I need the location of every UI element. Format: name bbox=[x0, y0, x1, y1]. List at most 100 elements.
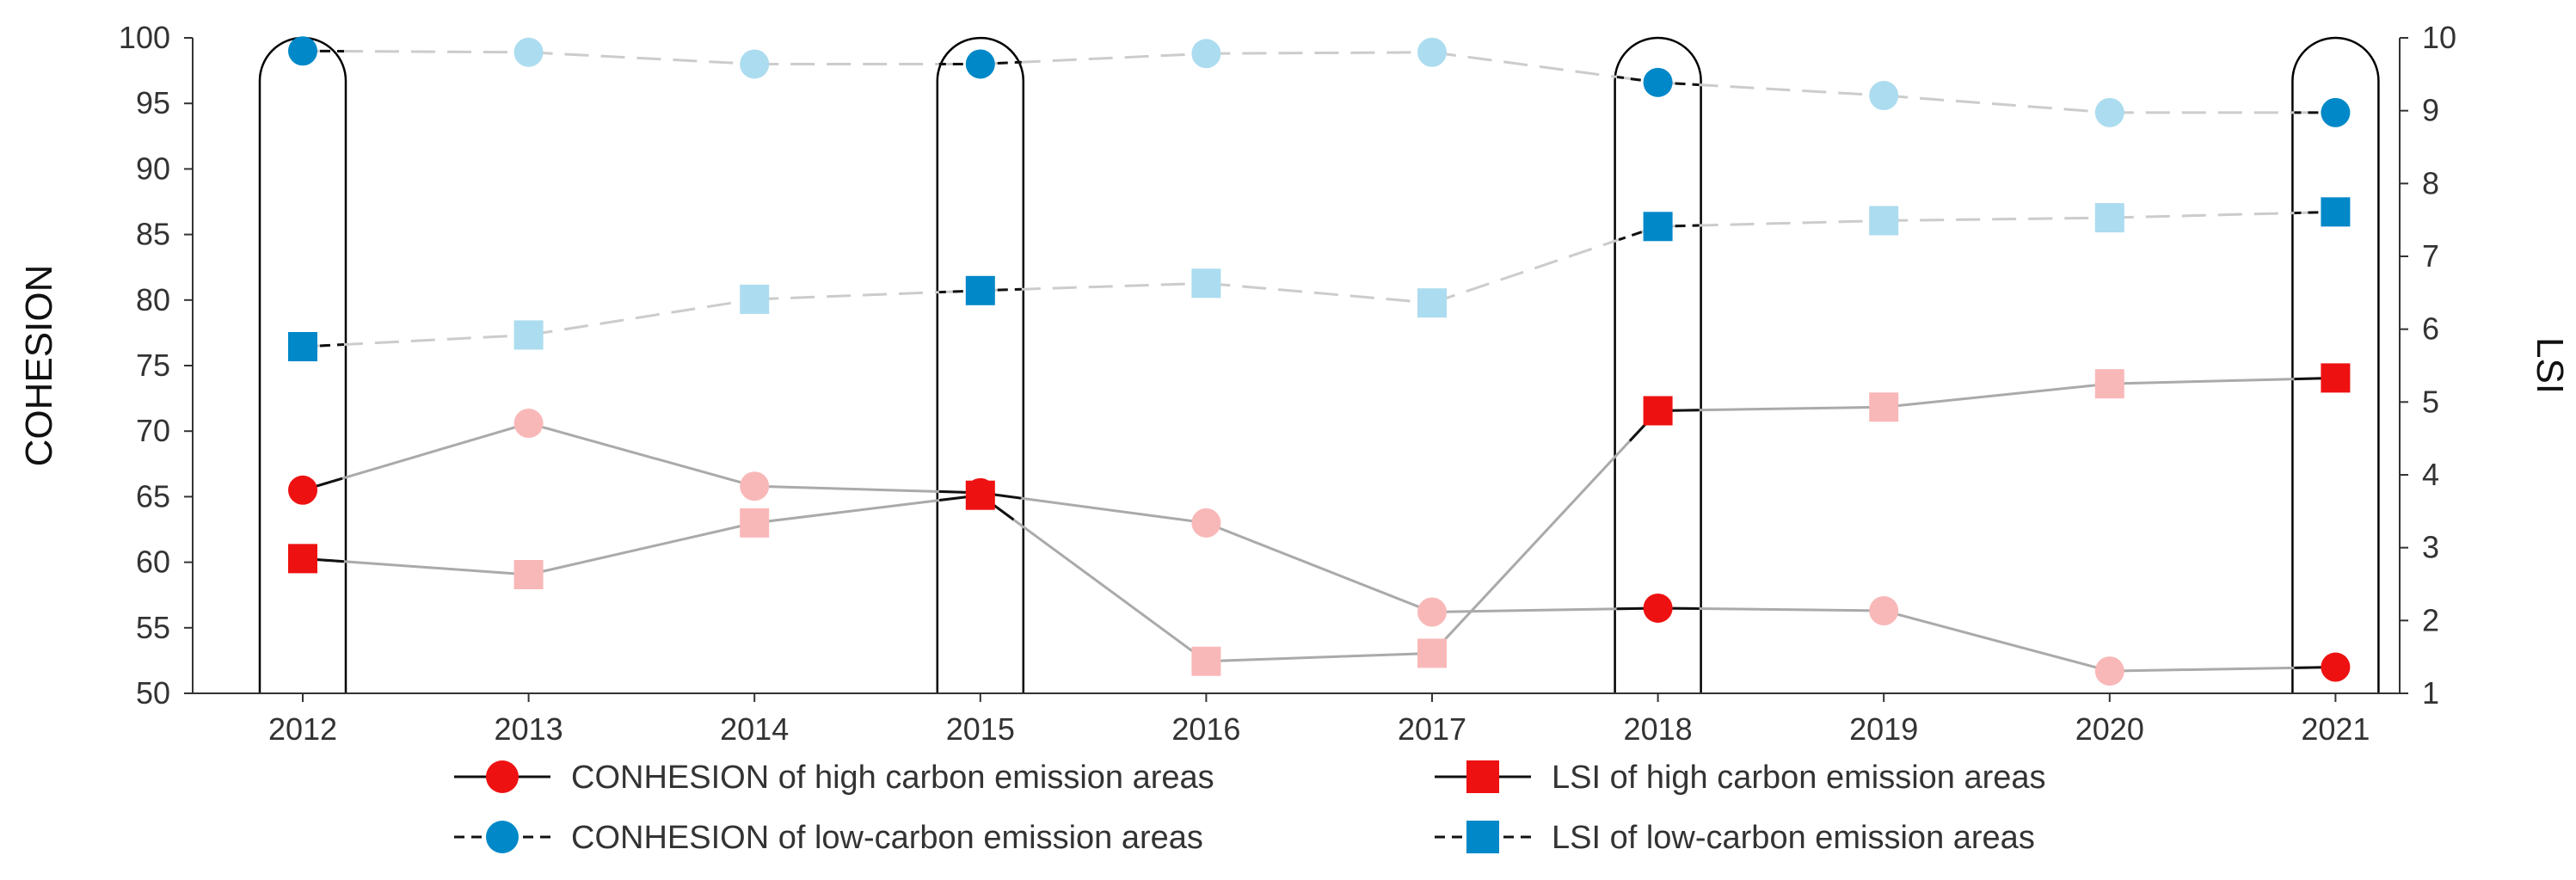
point-lsi-of-low-carbon-emission-areas-2016[interactable] bbox=[1191, 268, 1221, 298]
point-lsi-of-low-carbon-emission-areas-2015[interactable] bbox=[965, 275, 995, 305]
right-tick-label: 10 bbox=[2422, 20, 2456, 55]
left-tick-label: 75 bbox=[136, 348, 170, 383]
highlight-frame-2015 bbox=[936, 36, 1025, 693]
right-tick-label: 3 bbox=[2422, 530, 2439, 565]
x-tick-label: 2012 bbox=[268, 711, 337, 747]
point-conhesion-of-high-carbon-emission-areas-2019[interactable] bbox=[1869, 595, 1899, 625]
left-tick-label: 90 bbox=[136, 151, 170, 186]
point-lsi-of-high-carbon-emission-areas-2014[interactable] bbox=[740, 508, 770, 538]
point-conhesion-of-high-carbon-emission-areas-2018[interactable] bbox=[1643, 593, 1673, 623]
point-lsi-of-low-carbon-emission-areas-2013[interactable] bbox=[513, 320, 544, 350]
x-tick-label: 2020 bbox=[2075, 711, 2144, 747]
legend: CONHESION of high carbon emission areas L… bbox=[454, 760, 2046, 856]
legend-label: LSI of low-carbon emission areas bbox=[1552, 820, 2035, 856]
right-axis-title: LSI bbox=[2529, 337, 2571, 394]
series-segment-lsi-of-low-carbon-emission-areas bbox=[1657, 219, 1884, 228]
legend-marker-lsi-of-low-carbon-emission-areas bbox=[1466, 821, 1499, 853]
right-tick-label: 5 bbox=[2422, 384, 2439, 419]
point-lsi-of-low-carbon-emission-areas-2012[interactable] bbox=[288, 331, 317, 361]
series-segment-conhesion-of-low-carbon-emission-areas bbox=[528, 51, 755, 65]
point-conhesion-of-high-carbon-emission-areas-2020[interactable] bbox=[2094, 656, 2124, 686]
point-conhesion-of-low-carbon-emission-areas-2013[interactable] bbox=[513, 37, 544, 67]
point-lsi-of-high-carbon-emission-areas-2012[interactable] bbox=[288, 544, 317, 574]
series-segment-conhesion-of-high-carbon-emission-areas bbox=[1883, 609, 2111, 673]
point-lsi-of-high-carbon-emission-areas-2019[interactable] bbox=[1869, 392, 1899, 422]
series-segment-conhesion-of-low-carbon-emission-areas bbox=[1657, 81, 1884, 97]
x-tick-label: 2018 bbox=[1624, 711, 1693, 747]
point-conhesion-of-high-carbon-emission-areas-2014[interactable] bbox=[740, 471, 770, 502]
left-tick-label: 80 bbox=[136, 282, 170, 317]
x-tick-label: 2015 bbox=[946, 711, 1015, 747]
series-segment-lsi-of-high-carbon-emission-areas bbox=[528, 521, 755, 576]
left-tick-label: 55 bbox=[136, 610, 170, 645]
point-lsi-of-low-carbon-emission-areas-2020[interactable] bbox=[2094, 203, 2124, 233]
right-tick-label: 9 bbox=[2422, 93, 2439, 128]
point-conhesion-of-low-carbon-emission-areas-2017[interactable] bbox=[1417, 37, 1447, 67]
series-segment-conhesion-of-high-carbon-emission-areas bbox=[1205, 521, 1433, 613]
point-conhesion-of-low-carbon-emission-areas-2015[interactable] bbox=[965, 49, 995, 79]
x-tick-label: 2019 bbox=[1849, 711, 1918, 747]
point-lsi-of-high-carbon-emission-areas-2021[interactable] bbox=[2321, 363, 2351, 393]
point-lsi-of-high-carbon-emission-areas-2018[interactable] bbox=[1643, 396, 1673, 426]
point-conhesion-of-low-carbon-emission-areas-2012[interactable] bbox=[288, 36, 317, 66]
series-segment-conhesion-of-low-carbon-emission-areas bbox=[1431, 51, 1658, 84]
series-segment-lsi-of-low-carbon-emission-areas bbox=[2109, 210, 2336, 219]
legend-marker-conhesion-of-low-carbon-emission-areas bbox=[486, 821, 519, 853]
x-tick-label: 2016 bbox=[1171, 711, 1240, 747]
right-tick-label: 6 bbox=[2422, 311, 2439, 347]
point-conhesion-of-low-carbon-emission-areas-2019[interactable] bbox=[1869, 81, 1899, 111]
series-segment-lsi-of-low-carbon-emission-areas bbox=[528, 298, 755, 336]
right-tick-label: 2 bbox=[2422, 602, 2439, 637]
point-conhesion-of-low-carbon-emission-areas-2014[interactable] bbox=[740, 49, 770, 79]
left-tick-label: 60 bbox=[136, 545, 170, 580]
axis-labels: 50 55 60 65 70 75 80 85 90 95 100 1 2 3 4 5 6 7 8 9 10 2012 20… bbox=[18, 20, 2571, 747]
point-lsi-of-high-carbon-emission-areas-2016[interactable] bbox=[1191, 646, 1221, 676]
legend-label: CONHESION of high carbon emission areas bbox=[571, 760, 1214, 796]
highlight-layer bbox=[258, 36, 2380, 693]
series-segment-lsi-of-low-carbon-emission-areas bbox=[754, 289, 981, 301]
point-lsi-of-low-carbon-emission-areas-2019[interactable] bbox=[1869, 206, 1899, 236]
point-conhesion-of-high-carbon-emission-areas-2013[interactable] bbox=[513, 409, 544, 439]
point-conhesion-of-low-carbon-emission-areas-2016[interactable] bbox=[1191, 39, 1221, 69]
point-conhesion-of-low-carbon-emission-areas-2020[interactable] bbox=[2094, 97, 2124, 127]
legend-label: CONHESION of low-carbon emission areas bbox=[571, 820, 1203, 856]
series-segment-conhesion-of-low-carbon-emission-areas bbox=[1884, 94, 2110, 114]
x-tick-label: 2017 bbox=[1398, 711, 1466, 747]
series-segment-lsi-of-low-carbon-emission-areas bbox=[1884, 216, 2110, 223]
axes-layer bbox=[184, 37, 2408, 702]
left-tick-label: 100 bbox=[119, 20, 170, 55]
series-segment-conhesion-of-low-carbon-emission-areas bbox=[302, 49, 529, 54]
series-markers bbox=[288, 36, 2351, 686]
highlight-frame-2012 bbox=[258, 36, 347, 693]
series-segment-lsi-of-low-carbon-emission-areas bbox=[980, 281, 1207, 292]
right-tick-label: 7 bbox=[2422, 238, 2439, 274]
left-axis-title: COHESION bbox=[18, 265, 60, 467]
point-conhesion-of-low-carbon-emission-areas-2021[interactable] bbox=[2321, 97, 2351, 127]
point-lsi-of-high-carbon-emission-areas-2020[interactable] bbox=[2094, 369, 2124, 399]
point-lsi-of-low-carbon-emission-areas-2017[interactable] bbox=[1417, 288, 1447, 318]
series-segment-lsi-of-high-carbon-emission-areas bbox=[1430, 409, 1659, 655]
series-segment-lsi-of-high-carbon-emission-areas bbox=[979, 494, 1208, 662]
x-tick-label: 2014 bbox=[720, 711, 789, 747]
series-segment-lsi-of-low-carbon-emission-areas bbox=[302, 333, 529, 348]
point-conhesion-of-high-carbon-emission-areas-2021[interactable] bbox=[2321, 652, 2351, 682]
left-tick-label: 65 bbox=[136, 478, 170, 514]
series-segment-lsi-of-high-carbon-emission-areas bbox=[1884, 382, 2110, 409]
left-tick-label: 95 bbox=[136, 85, 170, 120]
right-tick-label: 1 bbox=[2422, 675, 2439, 711]
point-conhesion-of-high-carbon-emission-areas-2012[interactable] bbox=[288, 475, 317, 505]
point-conhesion-of-low-carbon-emission-areas-2018[interactable] bbox=[1643, 67, 1673, 97]
point-conhesion-of-high-carbon-emission-areas-2016[interactable] bbox=[1191, 508, 1221, 538]
point-conhesion-of-high-carbon-emission-areas-2017[interactable] bbox=[1417, 597, 1447, 627]
point-lsi-of-high-carbon-emission-areas-2013[interactable] bbox=[513, 559, 544, 589]
point-lsi-of-low-carbon-emission-areas-2018[interactable] bbox=[1643, 212, 1673, 242]
left-tick-label: 70 bbox=[136, 413, 170, 448]
series-segment-lsi-of-low-carbon-emission-areas bbox=[1206, 281, 1433, 305]
highlight-frame-2021 bbox=[2291, 36, 2380, 693]
point-lsi-of-low-carbon-emission-areas-2021[interactable] bbox=[2321, 197, 2351, 227]
point-lsi-of-high-carbon-emission-areas-2017[interactable] bbox=[1417, 638, 1447, 668]
point-lsi-of-high-carbon-emission-areas-2015[interactable] bbox=[965, 480, 995, 510]
right-tick-label: 4 bbox=[2422, 457, 2439, 492]
point-lsi-of-low-carbon-emission-areas-2014[interactable] bbox=[740, 284, 770, 314]
